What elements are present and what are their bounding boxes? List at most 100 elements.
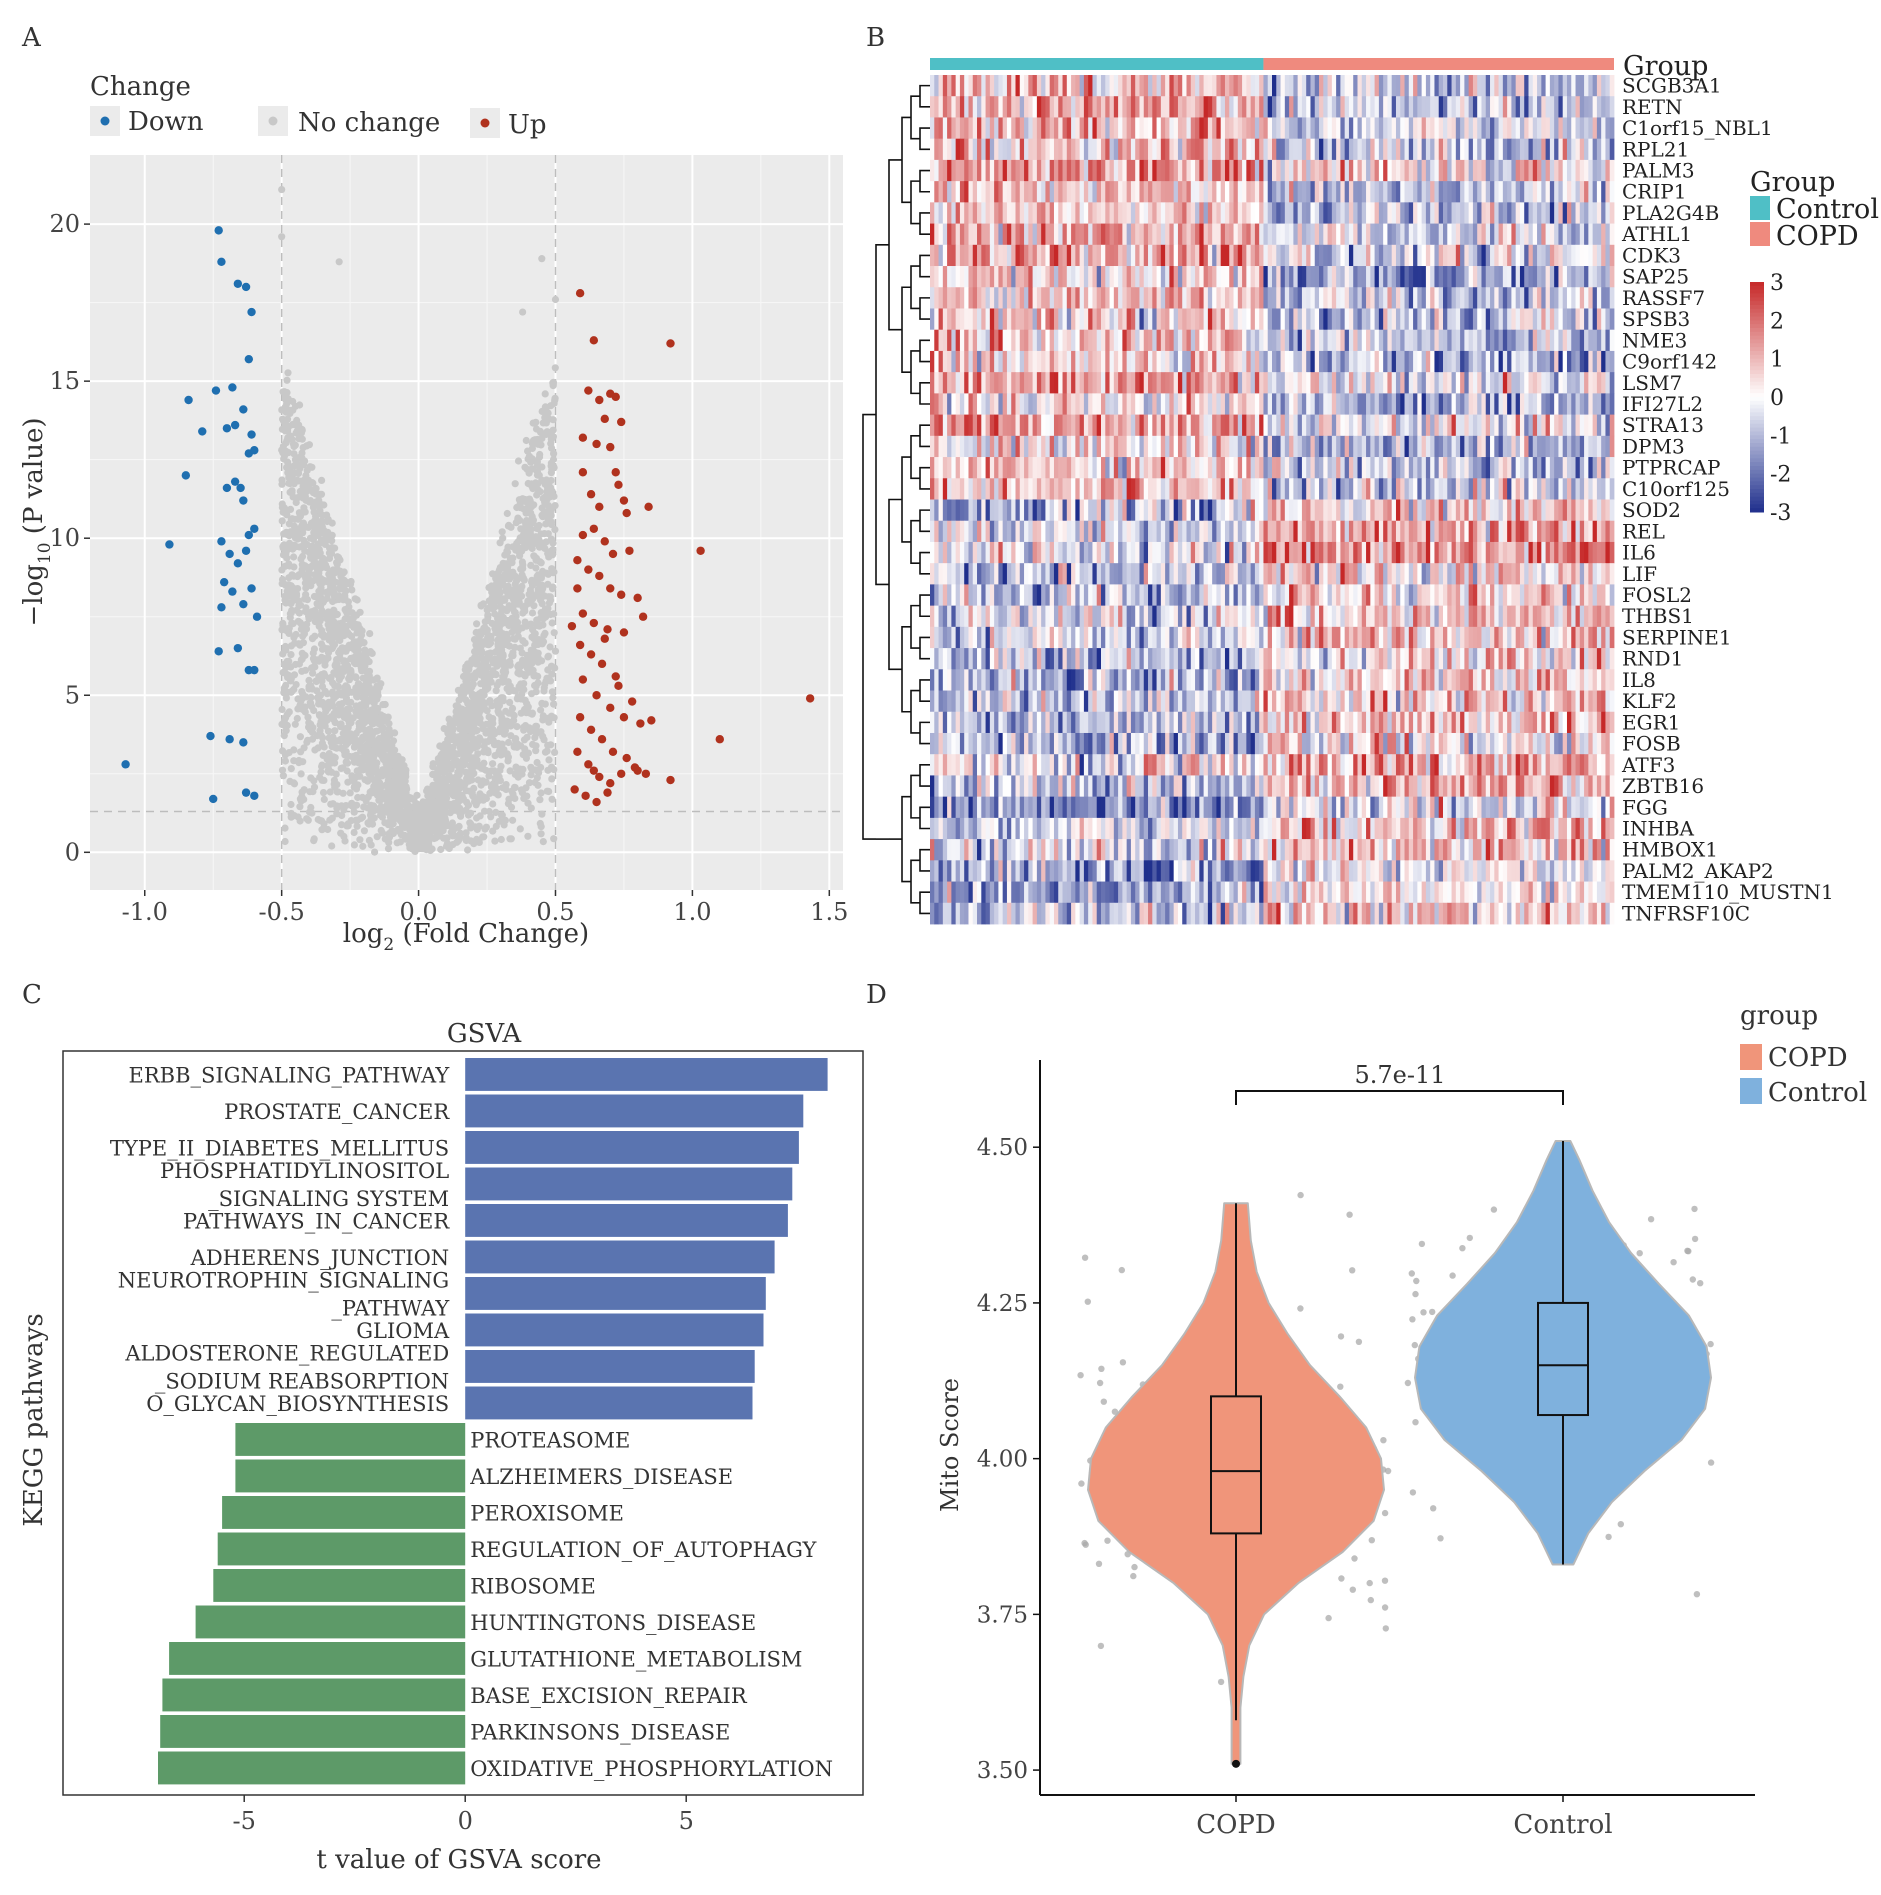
- heatmap-cell: [951, 181, 957, 203]
- heatmap-dendrogram-link: [901, 795, 911, 883]
- heatmap-cell: [1190, 266, 1196, 288]
- heatmap-cell: [1006, 138, 1012, 161]
- volcano-point-no-change: [360, 803, 368, 811]
- heatmap-cell: [1558, 159, 1564, 182]
- heatmap-cell: [1118, 75, 1123, 97]
- heatmap-cell: [1135, 181, 1140, 203]
- heatmap-cell: [1336, 159, 1341, 182]
- volcano-point-no-change: [296, 704, 304, 712]
- heatmap-cell: [1515, 202, 1521, 224]
- volcano-point-no-change: [539, 584, 547, 592]
- volcano-point-up: [575, 640, 585, 650]
- volcano-point-no-change: [373, 682, 381, 690]
- volcano-point-no-change: [533, 468, 542, 476]
- volcano-point-no-change: [347, 577, 355, 586]
- heatmap-cell: [1088, 75, 1093, 97]
- heatmap-cell: [1066, 266, 1072, 288]
- volcano-point-no-change: [540, 530, 549, 538]
- volcano-point-no-change: [455, 769, 463, 777]
- heatmap-cell: [1207, 181, 1213, 203]
- heatmap-cell: [1562, 223, 1568, 246]
- volcano-point-no-change: [496, 777, 504, 785]
- heatmap-cell: [1314, 266, 1320, 288]
- volcano-point-no-change: [469, 792, 477, 800]
- heatmap-cell: [1319, 117, 1324, 140]
- volcano-point-no-change: [453, 780, 461, 788]
- volcano-point-up: [570, 785, 579, 794]
- heatmap-cell: [1468, 138, 1474, 161]
- heatmap-cell: [1075, 181, 1081, 203]
- volcano-point-no-change: [284, 423, 292, 431]
- heatmap-cell: [942, 159, 948, 182]
- heatmap-cell: [1340, 244, 1346, 267]
- heatmap-cell: [1357, 96, 1363, 118]
- volcano-point-no-change: [282, 664, 290, 672]
- volcano-point-up: [611, 392, 620, 402]
- heatmap-cell: [1229, 202, 1234, 224]
- heatmap-cell: [1062, 138, 1068, 161]
- volcano-point-no-change: [390, 753, 398, 761]
- heatmap-dendrogram-link: [919, 806, 930, 830]
- volcano-point-no-change: [537, 574, 546, 582]
- heatmap-cell: [942, 223, 948, 246]
- heatmap-cell: [1404, 266, 1410, 288]
- volcano-y-axis-label: −log10 (P value): [19, 418, 55, 627]
- heatmap-cell: [1438, 117, 1444, 140]
- heatmap-cell: [1374, 138, 1380, 161]
- heatmap-cell: [1348, 96, 1354, 118]
- heatmap-cell: [1460, 75, 1465, 97]
- volcano-point-no-change: [324, 613, 332, 621]
- heatmap-cell: [1126, 138, 1132, 161]
- heatmap-cell: [1195, 75, 1200, 97]
- heatmap-cell: [1122, 159, 1128, 182]
- volcano-point-down: [217, 257, 226, 266]
- volcano-point-down: [250, 524, 259, 533]
- heatmap-cell: [1058, 75, 1063, 97]
- volcano-point-no-change: [359, 725, 367, 733]
- volcano-point-no-change: [472, 628, 480, 637]
- heatmap-cell: [951, 159, 957, 182]
- heatmap-cell: [1096, 181, 1102, 203]
- volcano-point-no-change: [296, 401, 304, 409]
- heatmap-cell: [1562, 96, 1568, 118]
- heatmap-cell: [1096, 75, 1102, 97]
- volcano-point-no-change: [468, 690, 476, 698]
- heatmap-cell: [1036, 138, 1042, 161]
- heatmap-cell: [1528, 159, 1534, 182]
- volcano-point-no-change: [299, 444, 307, 452]
- heatmap-cell: [1374, 202, 1380, 224]
- heatmap-cell: [1024, 266, 1029, 288]
- heatmap-cell: [1464, 202, 1470, 224]
- heatmap-cell: [1596, 223, 1602, 246]
- volcano-point-no-change: [279, 747, 287, 755]
- heatmap-cell: [1190, 75, 1196, 97]
- volcano-point-no-change: [511, 480, 519, 488]
- heatmap-cell: [1182, 202, 1187, 224]
- heatmap-cell: [1139, 244, 1145, 267]
- volcano-point-no-change: [294, 813, 302, 821]
- heatmap-cell: [1075, 244, 1081, 267]
- heatmap-cell: [1242, 266, 1247, 288]
- heatmap-cell: [1408, 244, 1414, 267]
- volcano-point-no-change: [330, 578, 338, 587]
- volcano-point-no-change: [548, 434, 556, 443]
- heatmap-cell: [1541, 181, 1547, 203]
- heatmap-cell: [1430, 117, 1435, 140]
- heatmap: Group SCGB3A1RETNC1orf15_NBL1RPL21PALM3C…: [862, 51, 1879, 925]
- heatmap-cell: [1284, 96, 1290, 118]
- heatmap-cell: [1310, 75, 1316, 97]
- volcano-point-no-change: [470, 741, 478, 749]
- heatmap-cell: [1421, 96, 1427, 118]
- heatmap-cell: [1229, 75, 1234, 97]
- volcano-point-no-change: [522, 723, 530, 731]
- volcano-point-no-change: [285, 708, 293, 716]
- volcano-point-no-change: [545, 756, 553, 764]
- volcano-point-no-change: [489, 670, 497, 679]
- heatmap-cell: [1272, 202, 1277, 224]
- heatmap-cell: [1366, 138, 1371, 161]
- heatmap-cell: [1327, 96, 1333, 118]
- volcano-point-no-change: [477, 688, 485, 697]
- volcano-point-no-change: [454, 733, 462, 741]
- volcano-point-no-change: [366, 630, 374, 638]
- volcano-point-no-change: [311, 663, 319, 671]
